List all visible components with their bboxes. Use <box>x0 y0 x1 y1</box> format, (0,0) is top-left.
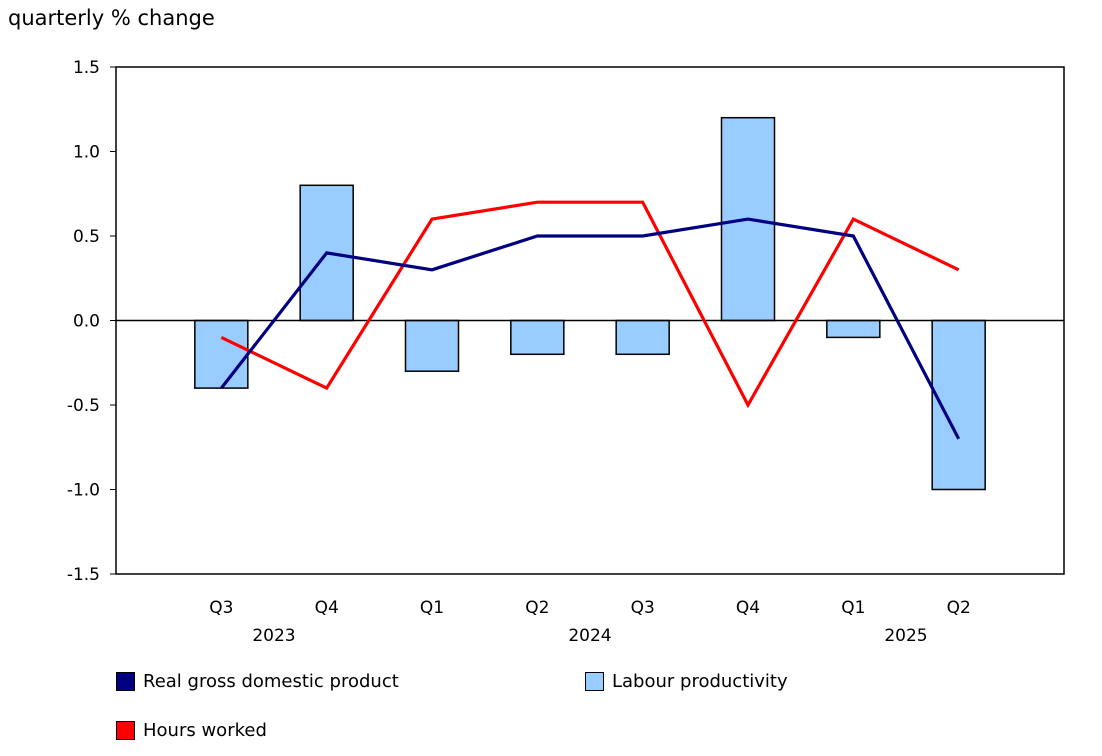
y-tick-label: -1.0 <box>67 481 100 501</box>
y-tick-label: 1.0 <box>73 143 100 163</box>
line-hours-worked <box>220 200 960 409</box>
y-tick-label: -0.5 <box>67 396 100 416</box>
y-tick-label: 0.5 <box>73 227 100 247</box>
bar-labour-productivity <box>510 319 565 356</box>
x-tick-label: Q3 <box>209 598 233 618</box>
x-tick-label: Q1 <box>420 598 444 618</box>
legend-item-hours: Hours worked <box>116 720 267 741</box>
x-year-label: 2024 <box>568 626 611 646</box>
legend-item-gdp: Real gross domestic product <box>116 671 399 692</box>
y-tick-label: -1.5 <box>67 565 100 585</box>
legend-swatch-hours <box>116 721 135 740</box>
x-tick-label: Q1 <box>841 598 865 618</box>
bar-labour-productivity <box>404 319 460 372</box>
legend-label-hours: Hours worked <box>143 720 267 741</box>
x-year-label: 2025 <box>884 626 927 646</box>
y-axis-title: quarterly % change <box>8 6 215 30</box>
legend-label-productivity: Labour productivity <box>612 671 788 692</box>
legend-swatch-gdp <box>116 672 135 691</box>
y-tick-label: 0.0 <box>73 312 100 332</box>
x-year-label: 2023 <box>252 626 295 646</box>
legend-item-productivity: Labour productivity <box>585 671 788 692</box>
bar-labour-productivity <box>826 319 881 339</box>
x-tick-label: Q4 <box>315 598 339 618</box>
y-tick-label: 1.5 <box>73 58 100 78</box>
x-tick-label: Q2 <box>947 598 971 618</box>
x-tick-label: Q2 <box>525 598 549 618</box>
line-real-gdp <box>220 217 961 440</box>
x-tick-label: Q3 <box>631 598 655 618</box>
legend-swatch-productivity <box>585 672 604 691</box>
bar-labour-productivity <box>194 319 249 389</box>
legend-label-gdp: Real gross domestic product <box>143 671 399 692</box>
bar-labour-productivity <box>615 319 670 356</box>
x-tick-label: Q4 <box>736 598 760 618</box>
